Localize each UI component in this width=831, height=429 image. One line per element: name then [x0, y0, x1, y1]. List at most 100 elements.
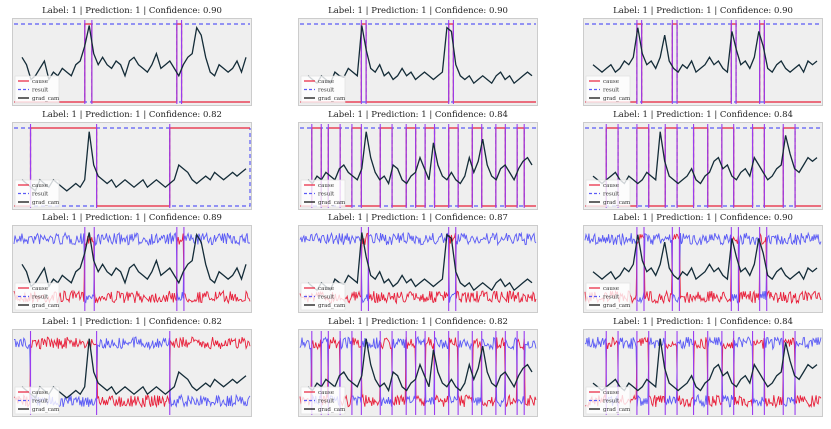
legend: cause result grad_cam [585, 282, 631, 311]
legend-label: result [32, 399, 49, 405]
plot-area: cause result grad_cam [298, 18, 538, 106]
legend-label: cause [603, 390, 619, 396]
grad-cam-series [592, 27, 818, 74]
legend-label: cause [32, 183, 48, 189]
legend-label: result [32, 295, 49, 301]
plot-area: cause result grad_cam [12, 225, 252, 313]
result-series [585, 127, 821, 207]
legend-label: grad_cam [318, 200, 346, 206]
chart-title: Label: 1 | Prediction: 1 | Confidence: 0… [328, 317, 508, 327]
plot-area: cause result grad_cam [12, 329, 252, 417]
plot-area: cause result grad_cam [298, 122, 538, 210]
grad-cam-series [21, 25, 247, 82]
result-series [14, 23, 250, 103]
chart-title: Label: 1 | Prediction: 1 | Confidence: 0… [613, 6, 793, 16]
legend-label: result [603, 399, 620, 405]
legend-label: grad_cam [32, 96, 60, 102]
result-series [14, 127, 251, 207]
legend-label: result [603, 192, 620, 198]
plot-area: cause result grad_cam [12, 18, 252, 106]
legend-label: cause [32, 286, 48, 292]
chart-panel: Label: 1 | Prediction: 1 | Confidence: 0… [583, 110, 823, 210]
legend-label: cause [603, 286, 619, 292]
legend-label: grad_cam [603, 407, 631, 413]
chart-panel: Label: 1 | Prediction: 1 | Confidence: 0… [583, 317, 823, 417]
chart-title: Label: 1 | Prediction: 1 | Confidence: 0… [42, 6, 222, 16]
result-series [13, 231, 251, 304]
legend-label: grad_cam [603, 200, 631, 206]
chart-title: Label: 1 | Prediction: 1 | Confidence: 0… [613, 213, 793, 223]
cause-series [585, 23, 821, 103]
chart-title: Label: 1 | Prediction: 1 | Confidence: 0… [42, 110, 222, 120]
plot-area: cause result grad_cam [298, 225, 538, 313]
chart-panel: Label: 1 | Prediction: 1 | Confidence: 0… [298, 110, 538, 210]
result-series [299, 231, 537, 304]
chart-title: Label: 1 | Prediction: 1 | Confidence: 0… [42, 213, 222, 223]
legend-label: grad_cam [32, 407, 60, 413]
chart-title: Label: 1 | Prediction: 1 | Confidence: 0… [613, 317, 793, 327]
legend-label: result [318, 88, 335, 94]
grad-cam-series [592, 338, 818, 392]
legend-label: result [603, 88, 620, 94]
legend-label: result [32, 88, 49, 94]
legend: cause result grad_cam [585, 386, 631, 415]
chart-title: Label: 1 | Prediction: 1 | Confidence: 0… [613, 110, 793, 120]
legend-label: result [32, 192, 49, 198]
legend-label: grad_cam [32, 303, 60, 309]
grad-cam-series [307, 131, 533, 186]
grad-cam-series [592, 131, 818, 185]
legend-label: grad_cam [603, 303, 631, 309]
grad-cam-series [307, 25, 533, 85]
chart-panel: Label: 1 | Prediction: 1 | Confidence: 0… [298, 6, 538, 106]
result-series [585, 23, 821, 103]
legend: cause result grad_cam [14, 179, 60, 208]
cause-series [13, 336, 251, 409]
legend-label: result [603, 295, 620, 301]
chart-panel: Label: 1 | Prediction: 1 | Confidence: 0… [298, 213, 538, 313]
cause-series [300, 127, 536, 207]
cause-series [299, 337, 537, 408]
chart-title: Label: 1 | Prediction: 1 | Confidence: 0… [328, 213, 508, 223]
grad-cam-series [21, 232, 247, 289]
grad-cam-series [592, 234, 818, 281]
grad-cam-series [307, 338, 533, 393]
legend-label: result [318, 295, 335, 301]
legend-label: cause [32, 390, 48, 396]
legend-label: grad_cam [318, 303, 346, 309]
legend: cause result grad_cam [14, 386, 60, 415]
chart-panel: Label: 1 | Prediction: 1 | Confidence: 0… [298, 317, 538, 417]
legend-label: grad_cam [318, 407, 346, 413]
chart-panel: Label: 1 | Prediction: 1 | Confidence: 0… [12, 317, 252, 417]
plot-area: cause result grad_cam [583, 329, 823, 417]
plot-area: cause result grad_cam [12, 122, 252, 210]
legend-label: grad_cam [318, 96, 346, 102]
legend-label: cause [318, 183, 334, 189]
legend-label: cause [32, 79, 48, 85]
legend-label: grad_cam [32, 200, 60, 206]
legend: cause result grad_cam [300, 179, 346, 208]
legend: cause result grad_cam [585, 75, 631, 104]
chart-title: Label: 1 | Prediction: 1 | Confidence: 0… [42, 317, 222, 327]
legend-label: cause [318, 390, 334, 396]
legend-label: cause [603, 79, 619, 85]
plot-area: cause result grad_cam [583, 225, 823, 313]
legend-label: grad_cam [603, 96, 631, 102]
legend: cause result grad_cam [300, 282, 346, 311]
chart-panel: Label: 1 | Prediction: 1 | Confidence: 0… [583, 6, 823, 106]
legend-label: result [318, 399, 335, 405]
chart-panel: Label: 1 | Prediction: 1 | Confidence: 0… [12, 110, 252, 210]
plot-area: cause result grad_cam [583, 122, 823, 210]
plot-area: cause result grad_cam [583, 18, 823, 106]
legend: cause result grad_cam [300, 386, 346, 415]
chart-panel: Label: 1 | Prediction: 1 | Confidence: 0… [12, 213, 252, 313]
legend: cause result grad_cam [300, 75, 346, 104]
result-series [585, 336, 822, 408]
legend: cause result grad_cam [14, 282, 60, 311]
chart-title: Label: 1 | Prediction: 1 | Confidence: 0… [328, 110, 508, 120]
chart-panel: Label: 1 | Prediction: 1 | Confidence: 0… [12, 6, 252, 106]
legend: cause result grad_cam [585, 179, 631, 208]
cause-series [585, 127, 821, 207]
plot-background [298, 18, 538, 106]
result-series [584, 231, 822, 304]
